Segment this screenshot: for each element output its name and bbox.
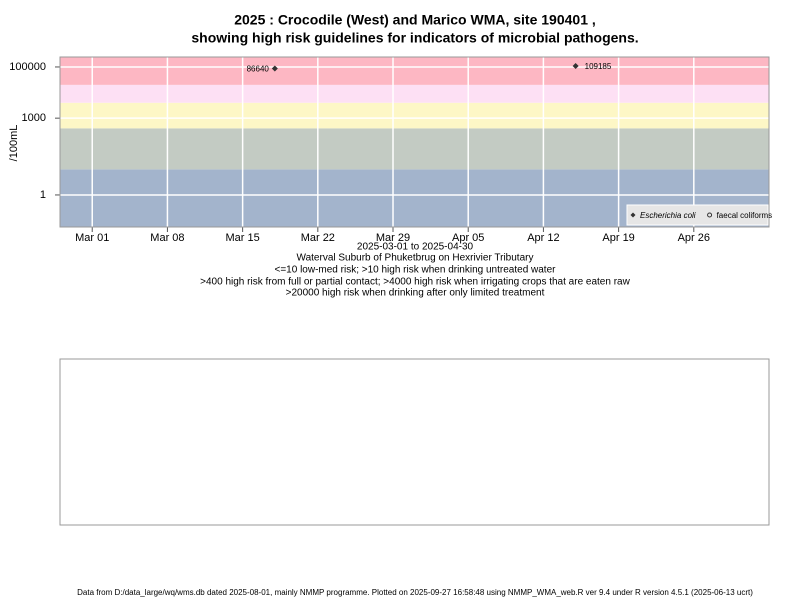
subtitle: 2025-03-01 to 2025-04-30 [357, 242, 474, 253]
y-tick-label: 100000 [9, 61, 46, 73]
chart-title: 2025 : Crocodile (West) and Marico WMA, … [234, 12, 596, 28]
subtitle: >20000 high risk when drinking after onl… [286, 288, 545, 299]
data-label: 86640 [247, 65, 270, 74]
legend-marker [630, 212, 636, 218]
y-tick-label: 1000 [22, 112, 46, 124]
data-point [271, 65, 278, 72]
x-tick-label: Apr 05 [452, 232, 484, 244]
marks: 86640 109185 [247, 62, 612, 74]
y-tick-label: 1 [40, 189, 46, 201]
risk-band [60, 84, 769, 103]
empty-panel [59, 358, 770, 526]
risk-band [60, 102, 769, 129]
data-label: 109185 [585, 62, 612, 71]
data-point [572, 62, 579, 69]
y-axis-label: /100mL [8, 125, 20, 162]
x-tick-label: Apr 26 [678, 232, 710, 244]
x-tick-label: Mar 01 [75, 232, 109, 244]
x-tick-label: Apr 12 [527, 232, 559, 244]
risk-band [60, 57, 769, 85]
subtitle: <=10 low-med risk; >10 high risk when dr… [275, 265, 557, 276]
risk-bands [60, 57, 769, 227]
x-tick-label: Mar 15 [225, 232, 259, 244]
legend: Escherichia coli faecal coliforms [626, 204, 773, 226]
risk-band [60, 128, 769, 170]
x-tick-label: Mar 22 [301, 232, 335, 244]
legend-label: Escherichia coli [640, 211, 696, 220]
footer: Data from D:/data_large/wq/wms.db dated … [77, 588, 753, 597]
chart-title: showing high risk guidelines for indicat… [191, 30, 638, 46]
x-tick-label: Mar 29 [376, 232, 410, 244]
subtitle: Waterval Suburb of Phuketbrug on Hexrivi… [297, 253, 534, 264]
x-tick-label: Mar 08 [150, 232, 184, 244]
plot-frame [59, 56, 770, 228]
x-tick-label: Apr 19 [602, 232, 634, 244]
legend-label: faecal coliforms [717, 211, 773, 220]
grid: 1 1000 100000 Mar 01 Mar 08 Mar 15 Mar 22 Mar 2… [9, 57, 769, 244]
subtitle: >400 high risk from full or partial cont… [200, 277, 630, 288]
legend-marker [707, 212, 713, 218]
legend-box [626, 204, 769, 226]
